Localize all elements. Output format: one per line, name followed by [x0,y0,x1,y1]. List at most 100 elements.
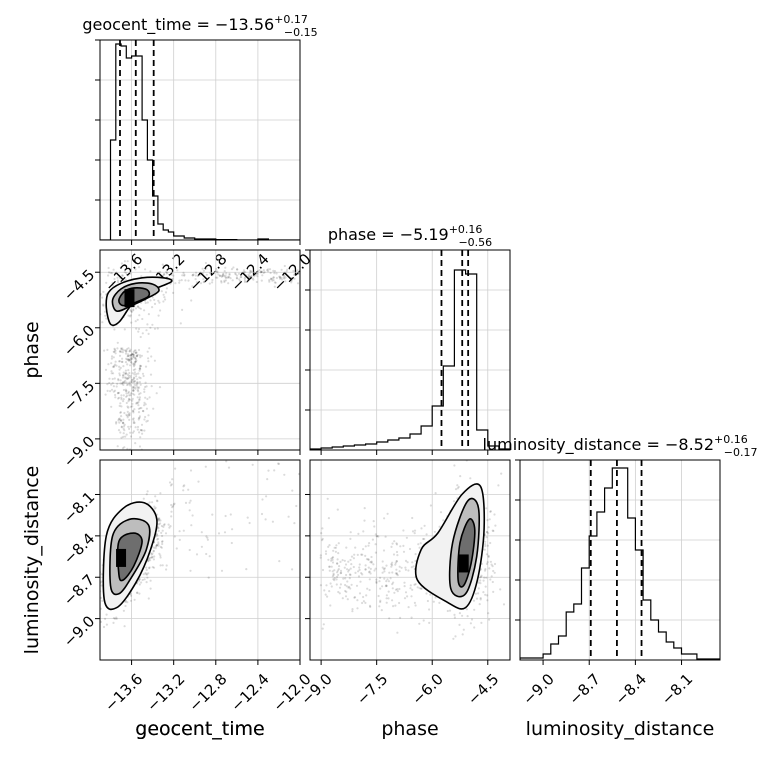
sample-point [113,377,116,380]
sample-point [251,463,254,466]
sample-point [484,540,487,543]
sample-point [483,569,487,572]
sample-point [139,364,143,368]
sample-point [220,569,224,572]
sample-point [199,282,203,285]
sample-point [332,573,335,577]
sample-point [131,431,134,434]
sample-point [248,272,251,275]
sample-point [374,543,377,546]
sample-point [122,388,125,392]
sample-point [339,560,342,564]
sample-point [119,402,122,405]
sample-point [336,562,339,565]
sample-point [129,599,133,602]
sample-point [152,407,155,410]
sample-point [128,359,132,362]
sample-point [292,269,295,273]
sample-point [155,545,158,548]
sample-point [113,364,116,367]
sample-point [211,513,214,516]
sample-point [359,580,362,583]
sample-point [142,497,145,500]
sample-point [484,544,487,548]
sample-point [348,577,351,580]
sample-point [143,429,146,432]
sample-point [293,274,296,277]
sample-point [146,457,148,459]
sample-point [223,279,226,282]
sample-point [202,269,205,272]
sample-point [182,489,185,492]
sample-point [123,411,126,415]
sample-point [122,425,126,428]
sample-point [112,268,115,271]
sample-point [120,394,123,397]
sample-point [386,578,389,581]
sample-point [117,418,120,421]
sample-point [354,546,357,549]
sample-point [112,390,115,393]
sample-point [229,277,232,280]
sample-point [124,600,127,604]
sample-point [119,366,122,369]
sample-point [365,558,369,561]
sample-point [376,535,379,538]
sample-point [349,558,352,562]
sample-point [115,422,118,425]
sample-point [419,587,423,590]
sample-point [158,517,161,520]
sample-point [129,348,132,351]
sample-point [357,575,361,578]
sample-point [97,613,99,615]
sample-point [133,467,135,469]
sample-point [155,392,158,395]
sample-point [363,519,366,522]
sample-point [493,513,496,516]
sample-point [267,270,270,273]
sample-point [314,272,316,274]
sample-point [420,527,423,530]
sample-point [125,377,128,380]
sample-point [350,555,354,558]
sample-point [117,391,120,395]
sample-point [364,554,367,558]
sample-point [170,503,173,507]
sample-point [121,478,123,480]
sample-point [337,573,340,577]
sample-point [153,298,156,301]
sample-point [385,580,388,583]
sample-point [133,380,136,383]
sample-point [393,591,396,594]
sample-point [138,399,141,402]
sample-point [398,565,401,568]
sample-point [290,279,293,282]
sample-point [150,553,153,556]
sample-point [122,398,125,401]
x-tick-label: −7.5 [353,670,391,708]
sample-point [249,269,252,272]
sample-point [385,594,388,597]
sample-point [216,270,219,273]
sample-point [280,268,283,271]
sample-point [295,504,298,508]
sample-point [329,604,332,607]
sample-point [255,280,258,284]
sample-point [245,568,248,571]
sample-point [113,348,116,351]
sample-point [137,327,141,331]
sample-point [297,272,300,275]
sample-point [159,564,162,567]
sample-point [312,282,314,284]
sample-point [131,409,135,412]
axes-frame [309,249,511,451]
sample-point [138,369,141,372]
sample-point [129,394,132,397]
sample-point [344,583,347,587]
sample-point [140,354,143,357]
sample-point [454,635,457,638]
sample-point [261,274,264,277]
sample-point [131,399,134,402]
sample-point [112,356,115,359]
sample-point [131,405,134,408]
